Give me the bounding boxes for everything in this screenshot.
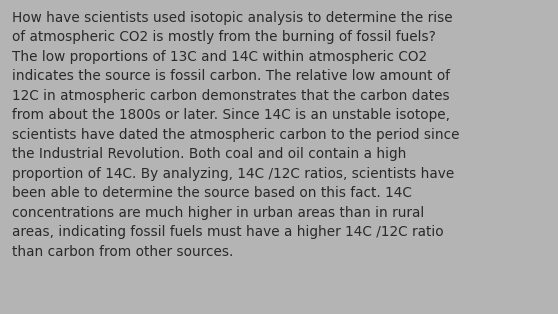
Text: How have scientists used isotopic analysis to determine the rise
of atmospheric : How have scientists used isotopic analys…: [12, 11, 460, 259]
